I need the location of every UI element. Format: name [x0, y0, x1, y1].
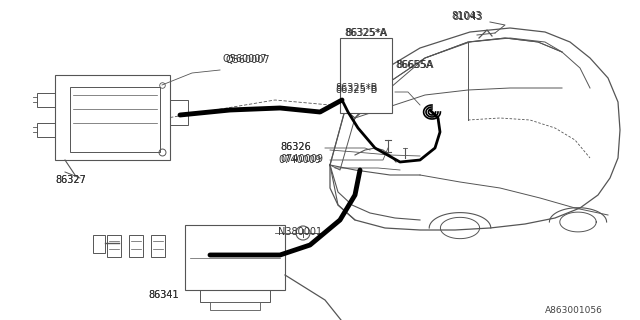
- Bar: [129, 235, 143, 257]
- Text: 86325*A: 86325*A: [345, 28, 387, 38]
- Bar: [151, 235, 165, 257]
- Text: 86326: 86326: [280, 142, 311, 152]
- Text: 81043: 81043: [452, 12, 483, 22]
- Text: 0740009: 0740009: [280, 154, 323, 164]
- Bar: [210, 302, 260, 310]
- Text: 86326: 86326: [280, 142, 311, 152]
- Bar: [93, 235, 105, 253]
- Text: 86341: 86341: [148, 290, 179, 300]
- Text: N380001: N380001: [278, 227, 322, 237]
- Bar: [37, 123, 55, 137]
- Bar: [340, 38, 392, 113]
- Text: 86655A: 86655A: [396, 60, 433, 70]
- Bar: [55, 75, 170, 160]
- Text: Q560007: Q560007: [225, 55, 269, 65]
- Bar: [170, 100, 188, 125]
- Text: 86325*B: 86325*B: [335, 85, 378, 95]
- Bar: [107, 235, 121, 257]
- Text: 86325*B: 86325*B: [335, 83, 378, 93]
- Text: 86327: 86327: [55, 175, 86, 185]
- Text: A863001056: A863001056: [545, 306, 603, 315]
- Text: 0740009: 0740009: [278, 155, 321, 165]
- Text: Q560007: Q560007: [222, 54, 267, 64]
- Text: 86655A: 86655A: [395, 60, 433, 70]
- Bar: [70, 87, 160, 152]
- Bar: [200, 290, 270, 302]
- Bar: [37, 93, 55, 107]
- Text: 81043: 81043: [451, 11, 482, 21]
- Text: 86325*A: 86325*A: [344, 28, 387, 38]
- Text: 86327: 86327: [55, 175, 86, 185]
- Bar: [185, 225, 285, 290]
- Text: 86341: 86341: [148, 290, 179, 300]
